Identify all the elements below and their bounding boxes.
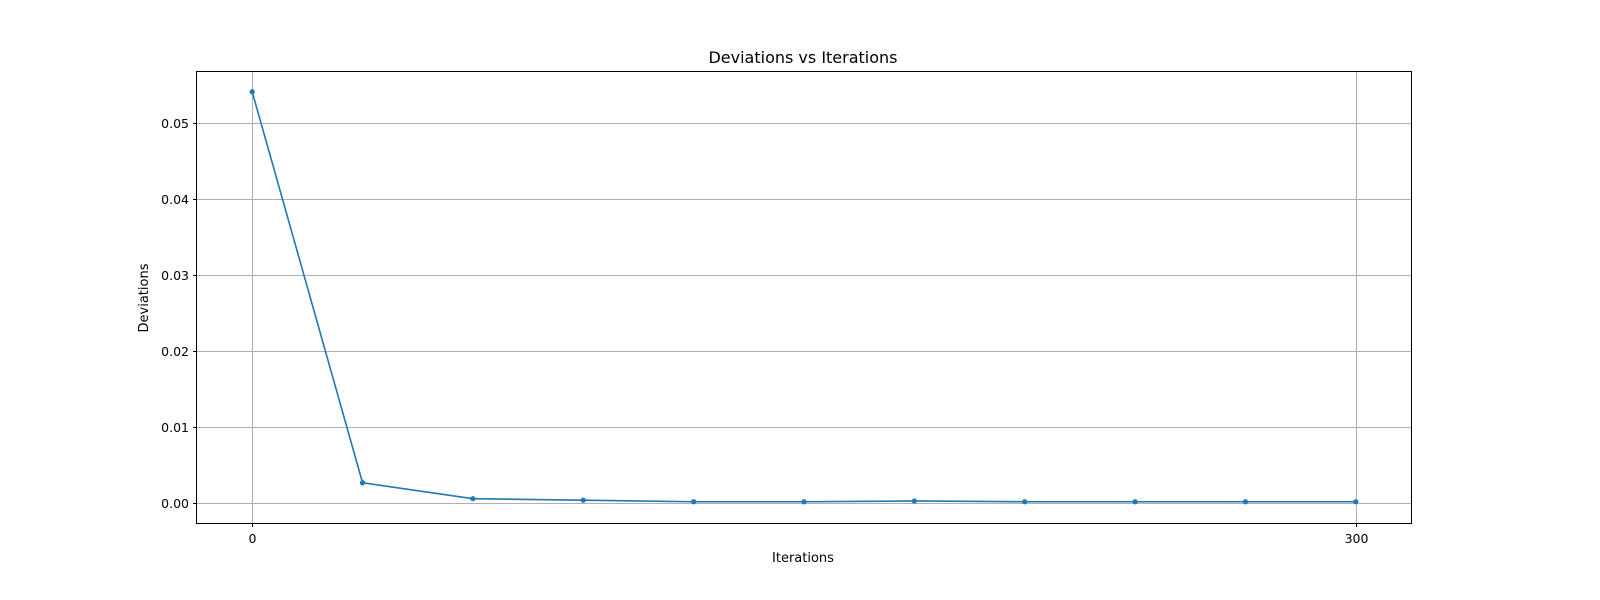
data-point: [691, 499, 697, 505]
y-axis-label: Deviations: [137, 263, 152, 332]
plot-area-frame: [196, 71, 1412, 524]
data-point: [249, 89, 255, 95]
data-point: [470, 496, 476, 502]
data-point: [911, 498, 917, 504]
y-tick-label: 0.01: [161, 420, 189, 435]
data-point: [801, 499, 807, 505]
data-point: [1353, 499, 1359, 505]
y-tick-label: 0.04: [161, 192, 189, 207]
x-tick-label: 300: [1345, 531, 1369, 546]
data-point: [1022, 499, 1028, 505]
chart-title: Deviations vs Iterations: [708, 48, 897, 67]
series-line: [251, 91, 1356, 503]
data-point: [1132, 499, 1138, 505]
data-point: [1242, 499, 1249, 505]
x-tick-label: 0: [249, 531, 257, 546]
y-tick-label: 0.05: [161, 116, 189, 131]
data-point: [580, 497, 586, 503]
data-point: [359, 480, 366, 486]
y-tick-label: 0.02: [161, 344, 189, 359]
series-layer: [249, 89, 1359, 505]
y-tick-label: 0.00: [161, 496, 189, 511]
y-tick-label: 0.03: [161, 268, 189, 283]
tick-layer: 0.00 0.01 0.02 0.03 0.04 0.05 0 300: [161, 116, 1368, 546]
grid-layer: [197, 72, 1411, 523]
x-axis-label: Iterations: [772, 551, 834, 566]
